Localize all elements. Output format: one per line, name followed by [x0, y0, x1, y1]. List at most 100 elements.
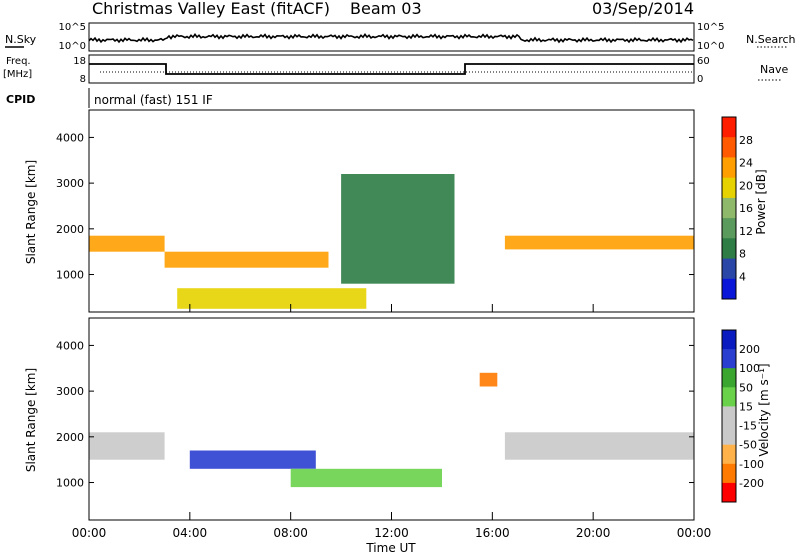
colorbar-tick-7: -200: [739, 477, 764, 490]
heatmap-feature-5: [504, 432, 694, 460]
heatmap-feature-2: [189, 450, 316, 469]
colorbar-tick-4: -15: [739, 420, 757, 433]
colorbar-tick-2: 20: [739, 179, 753, 192]
colorbar-swatch-3: [722, 444, 736, 465]
figure-title: Christmas Valley East (fitACF): [92, 0, 330, 18]
colorbar-swatch-5: [722, 197, 736, 219]
colorbar-tick-3: 16: [739, 202, 753, 215]
colorbar-swatch-3: [722, 238, 736, 259]
velocity-y-axis: 1000 2000 3000 4000: [56, 339, 694, 490]
y-tick-label-1000: 1000: [56, 477, 84, 490]
nsky-label: N.Sky: [5, 33, 37, 46]
heatmap-feature-1: [89, 235, 165, 252]
y-tick-label-3000: 3000: [56, 177, 84, 190]
heatmap-feature-2: [164, 251, 329, 268]
heatmap-feature-5: [504, 235, 694, 250]
freq-panel: Freq. [MHz] 18 8 60 0 Nave: [3, 54, 788, 85]
heatmap-feature-4: [479, 372, 498, 387]
colorbar-tick-2: 50: [739, 381, 753, 394]
power-ylabel: Slant Range [km]: [24, 160, 38, 264]
nsky-frame: [88, 22, 695, 52]
colorbar-tick-6: 4: [739, 270, 746, 283]
heatmap-feature-1: [89, 432, 165, 460]
nsky-tick-bottom: 10^0: [59, 41, 86, 52]
velocity-colorbar-label: Velocity [m s⁻¹]: [757, 363, 771, 456]
power-colorbar-label: Power [dB]: [754, 169, 768, 234]
colorbar-swatch-6: [722, 177, 736, 199]
colorbar-tick-5: -50: [739, 439, 757, 452]
cpid-label: CPID: [6, 93, 35, 106]
x-tick-label-1: 04:00: [173, 526, 208, 540]
velocity-heatmap: [89, 372, 694, 488]
freq-unit-label: [MHz]: [3, 69, 32, 80]
nsky-panel: N.Sky 10^5 10^0 10^5 10^0 N.Search: [5, 22, 796, 52]
colorbar-swatch-2: [722, 463, 736, 484]
y-tick-label-2000: 2000: [56, 223, 84, 236]
colorbar-tick-5: 8: [739, 248, 746, 261]
y-tick-label-1000: 1000: [56, 269, 84, 282]
y-tick-label-2000: 2000: [56, 431, 84, 444]
colorbar-tick-1: 24: [739, 157, 753, 170]
colorbar-swatch-8: [722, 137, 736, 158]
colorbar-swatch-9: [722, 330, 736, 350]
colorbar-swatch-4: [722, 425, 736, 446]
colorbar-tick-0: 28: [739, 134, 753, 147]
colorbar-swatch-4: [722, 218, 736, 239]
cpid-text: normal (fast) 151 IF: [94, 93, 213, 107]
nsearch-tick-bottom: 10^0: [697, 41, 724, 52]
colorbar-tick-0: 200: [739, 343, 760, 356]
colorbar-tick-6: -100: [739, 458, 764, 471]
nsearch-tick-top: 10^5: [697, 22, 724, 33]
colorbar-swatch-7: [722, 368, 736, 388]
power-panel: 1000 2000 3000 4000 Slant Range [km] 28 24 20…: [24, 109, 768, 313]
velocity-colorbar: 200 100 50 15 -15 -50 -100 -200: [721, 329, 764, 503]
heatmap-feature-4: [341, 174, 455, 284]
y-tick-label-4000: 4000: [56, 339, 84, 352]
velocity-frame: [88, 317, 695, 521]
nsky-trace: [88, 33, 694, 44]
colorbar-tick-3: 15: [739, 400, 753, 413]
nsky-tick-top: 10^5: [59, 22, 86, 33]
power-y-axis: 1000 2000 3000 4000: [56, 131, 694, 282]
colorbar-tick-4: 12: [739, 225, 753, 238]
heatmap-feature-3: [290, 468, 442, 488]
freq-frame: [88, 54, 695, 84]
x-tick-label-5: 20:00: [576, 526, 611, 540]
time-xlabel: Time UT: [365, 541, 416, 554]
x-tick-label-2: 08:00: [273, 526, 308, 540]
power-colorbar: 28 24 20 16 12 8 4: [721, 116, 753, 300]
freq-tick-top: 18: [73, 56, 86, 67]
colorbar-frame: [721, 329, 737, 503]
beam-label: Beam 03: [350, 0, 422, 18]
velocity-ylabel: Slant Range [km]: [24, 368, 38, 472]
nave-tick-bottom: 0: [697, 74, 703, 85]
colorbar-swatch-9: [722, 117, 736, 138]
colorbar-swatch-6: [722, 387, 736, 407]
colorbar-swatch-7: [722, 157, 736, 179]
colorbar-swatch-5: [722, 406, 736, 426]
x-tick-label-3: 12:00: [374, 526, 409, 540]
nsearch-label: N.Search: [746, 33, 796, 46]
velocity-panel: 1000 2000 3000 4000 Slant Range [km] 200 100…: [24, 304, 771, 554]
colorbar-swatch-1: [722, 482, 736, 503]
y-tick-label-3000: 3000: [56, 385, 84, 398]
freq-tick-bottom: 8: [80, 74, 86, 85]
x-tick-label-6: 00:00: [677, 526, 712, 540]
colorbar-tick-1: 100: [739, 362, 760, 375]
colorbar-swatch-2: [722, 258, 736, 280]
x-tick-label-4: 16:00: [475, 526, 510, 540]
y-tick-label-4000: 4000: [56, 131, 84, 144]
x-tick-label-0: 00:00: [72, 526, 107, 540]
nave-tick-top: 60: [697, 56, 710, 67]
colorbar-swatch-8: [722, 349, 736, 369]
date-label: 03/Sep/2014: [592, 0, 694, 18]
power-heatmap: [89, 174, 694, 309]
colorbar-frame: [721, 116, 737, 300]
colorbar-swatch-1: [722, 278, 736, 300]
heatmap-feature-3: [177, 288, 367, 309]
freq-label: Freq.: [6, 56, 31, 67]
time-x-axis: 00:00 04:00 08:00 12:00 16:00 20:00 00:00: [72, 304, 712, 540]
nave-label: Nave: [760, 63, 788, 76]
freq-trace: [89, 63, 694, 75]
